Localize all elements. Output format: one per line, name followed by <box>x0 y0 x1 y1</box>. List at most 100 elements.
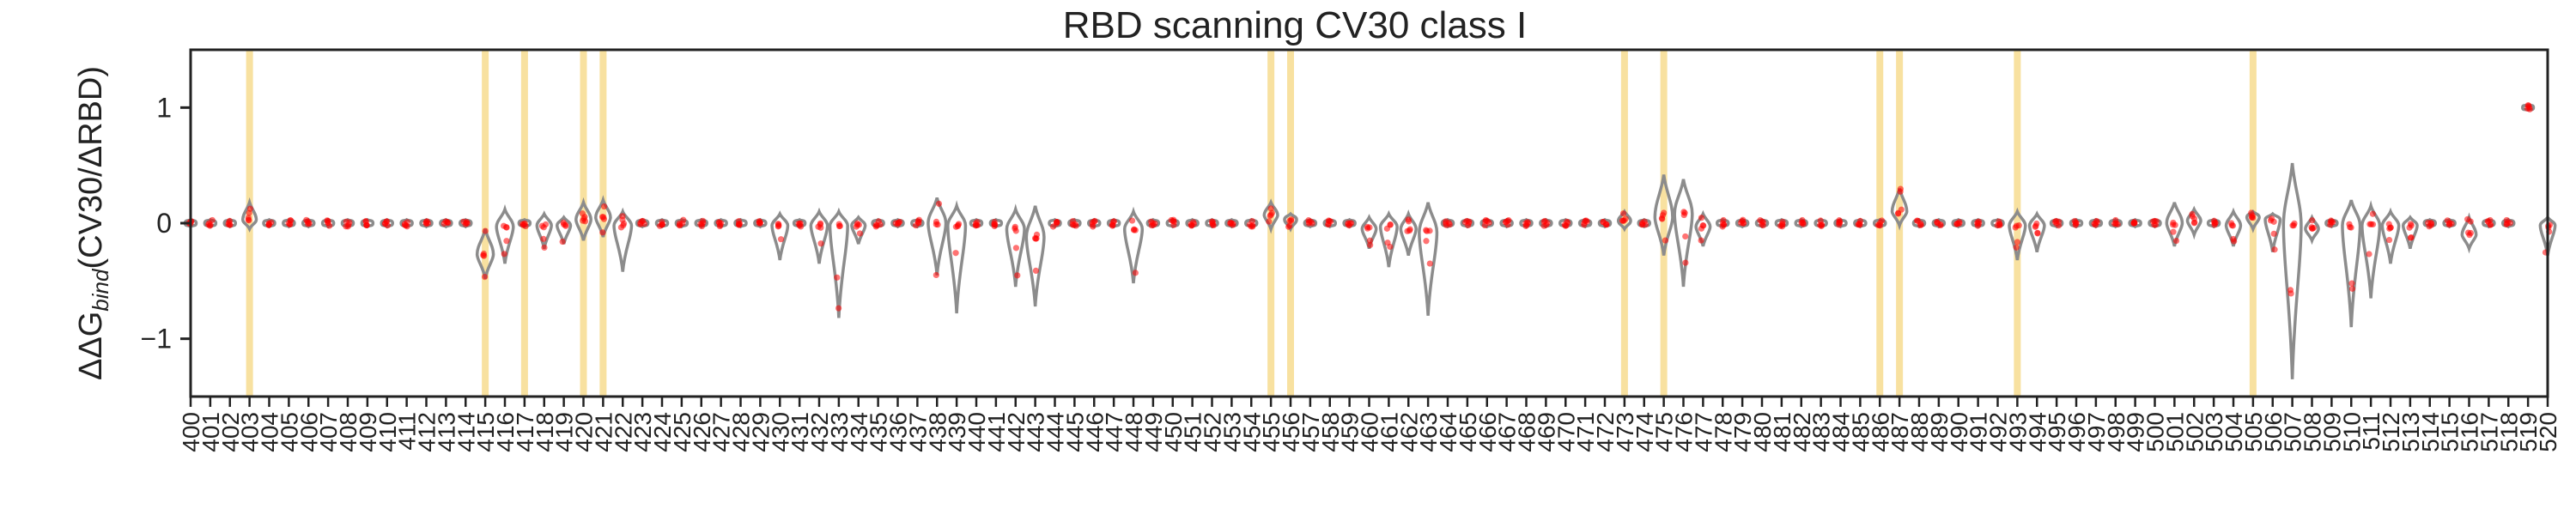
point-507-2 <box>2291 220 2298 227</box>
highlight-band-421 <box>599 50 607 397</box>
violin-502 <box>2185 205 2202 240</box>
point-419-3 <box>560 219 567 226</box>
violin-512 <box>2380 207 2401 264</box>
point-403-2 <box>245 216 252 223</box>
point-413-4 <box>440 220 447 227</box>
point-513-4 <box>2408 234 2415 241</box>
y-axis: −1 0 1 <box>141 92 191 354</box>
violin-511 <box>2360 200 2382 299</box>
violin-513 <box>2401 215 2419 249</box>
point-407-4 <box>324 217 331 224</box>
violin-439 <box>946 200 968 314</box>
point-438-2 <box>933 221 939 227</box>
point-405-4 <box>287 216 294 224</box>
x-tick-label-510: 510 <box>2338 412 2365 452</box>
x-tick-label-423: 423 <box>629 412 656 452</box>
point-478-3 <box>1720 216 1727 224</box>
point-430-4 <box>777 236 785 243</box>
x-tick-label-465: 465 <box>1455 412 1481 452</box>
x-tick-label-428: 428 <box>728 412 755 452</box>
x-tick-label-489: 489 <box>1926 412 1953 452</box>
point-460-4 <box>1367 241 1374 248</box>
point-422-4 <box>619 216 626 223</box>
point-461-4 <box>1384 239 1391 246</box>
x-tick-label-425: 425 <box>669 412 696 452</box>
point-408-4 <box>344 223 351 230</box>
point-443-3 <box>1033 231 1041 238</box>
violin-482 <box>1794 217 1808 229</box>
x-tick-label-503: 503 <box>2201 412 2227 452</box>
point-432-3 <box>817 240 824 247</box>
violin-433 <box>828 207 849 318</box>
x-tick-label-444: 444 <box>1042 412 1069 452</box>
violin-421 <box>594 195 612 238</box>
point-421-3 <box>599 229 606 236</box>
x-tick-label-421: 421 <box>590 412 617 452</box>
point-501-3 <box>2170 228 2177 235</box>
x-tick-label-411: 411 <box>394 412 421 451</box>
x-tick-label-488: 488 <box>1906 412 1933 452</box>
point-462-2 <box>1404 227 1411 234</box>
point-480-4 <box>1757 217 1764 224</box>
x-tick-label-477: 477 <box>1690 412 1716 452</box>
point-442-3 <box>1012 245 1020 251</box>
violin-463 <box>1418 202 1439 316</box>
violin-434 <box>850 215 867 245</box>
point-455-3 <box>1266 218 1273 225</box>
point-460-2 <box>1364 225 1371 232</box>
x-tick-label-404: 404 <box>257 412 283 452</box>
point-444-3 <box>1049 223 1057 230</box>
point-474-4 <box>1639 221 1646 227</box>
violin-457 <box>1303 217 1318 229</box>
point-408-2 <box>343 218 349 225</box>
violin-432 <box>809 207 829 264</box>
x-tick-label-452: 452 <box>1200 412 1226 452</box>
x-tick-label-407: 407 <box>315 412 342 452</box>
x-tick-label-406: 406 <box>295 412 322 452</box>
point-439-3 <box>952 250 959 257</box>
point-446-3 <box>1091 217 1098 225</box>
x-tick-label-451: 451 <box>1180 412 1206 452</box>
point-455-2 <box>1267 211 1274 218</box>
point-501-4 <box>2172 237 2180 245</box>
point-485-4 <box>1856 221 1863 228</box>
point-491-4 <box>1974 222 1981 229</box>
point-418-2 <box>542 221 550 228</box>
x-tick-label-413: 413 <box>433 412 459 452</box>
point-484-3 <box>1836 217 1843 224</box>
x-tick-label-417: 417 <box>512 412 538 452</box>
point-443-4 <box>1032 267 1040 274</box>
point-508-3 <box>2309 217 2316 224</box>
x-tick-label-422: 422 <box>610 412 636 452</box>
point-486-4 <box>1876 222 1884 229</box>
point-446-4 <box>1090 223 1097 230</box>
point-411-4 <box>404 223 410 230</box>
point-441-3 <box>991 218 998 226</box>
point-463-4 <box>1423 238 1430 245</box>
point-430-3 <box>775 223 781 230</box>
x-tick-label-511: 511 <box>2358 412 2385 451</box>
point-460-3 <box>1366 237 1374 244</box>
x-tick-label-470: 470 <box>1552 412 1579 452</box>
point-468-4 <box>1522 222 1529 229</box>
point-494-2 <box>2032 223 2038 230</box>
point-415-4 <box>481 274 489 281</box>
violin-479 <box>1735 217 1750 229</box>
x-tick-label-436: 436 <box>885 412 912 452</box>
point-477-3 <box>1698 237 1704 244</box>
violin-442 <box>1005 203 1026 288</box>
point-477-4 <box>1698 215 1705 221</box>
x-tick-label-506: 506 <box>2260 412 2287 452</box>
point-423-4 <box>637 220 644 227</box>
x-tick-label-442: 442 <box>1003 412 1030 452</box>
point-416-3 <box>501 251 507 258</box>
point-493-2 <box>2012 224 2019 231</box>
point-421-2 <box>600 214 607 221</box>
point-481-4 <box>1777 222 1784 229</box>
point-441-4 <box>991 222 998 230</box>
x-tick-label-462: 462 <box>1395 412 1422 452</box>
point-433-4 <box>834 274 841 281</box>
x-tick-label-475: 475 <box>1651 412 1678 452</box>
violin-422 <box>612 207 634 272</box>
violin-493 <box>2008 207 2027 261</box>
